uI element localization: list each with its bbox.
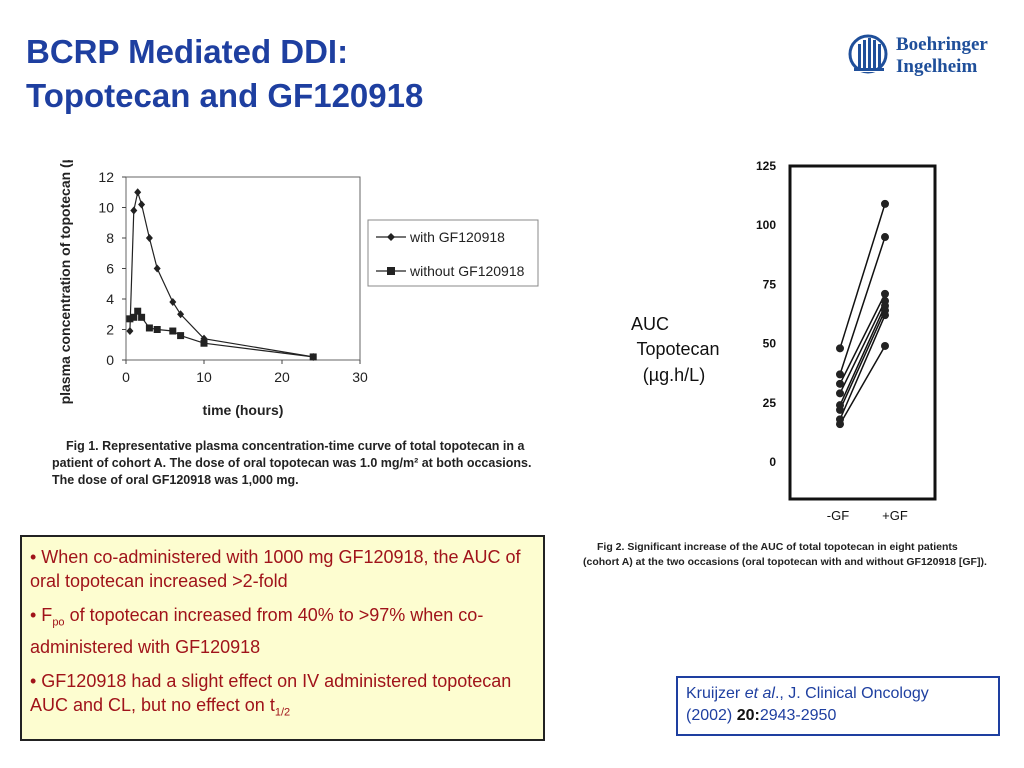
fig1-point-without <box>130 313 138 321</box>
bullet-2-subscript: po <box>52 616 65 629</box>
bullet-2: • Fpo of topotecan increased from 40% to… <box>30 603 535 659</box>
fig1-point-without <box>177 332 185 340</box>
bullet-3-subscript: 1/2 <box>274 706 291 719</box>
fig1-x-tick-label: 20 <box>274 369 290 385</box>
fig2-ylabel-line-1: AUC <box>631 314 669 334</box>
fig1-y-tick-label: 6 <box>106 261 114 277</box>
fig1-point-without <box>138 313 146 321</box>
fig1-x-axis-label: time (hours) <box>203 402 284 418</box>
fig1-point-with <box>145 234 153 242</box>
citation-year: (2002) <box>686 707 737 724</box>
fig1-point-with <box>169 298 177 307</box>
fig1-plot-frame <box>125 176 361 361</box>
logo-line-1: Boehringer <box>896 34 988 55</box>
fig1-point-without <box>134 307 142 315</box>
fig1-y-tick-label: 4 <box>106 291 114 307</box>
fig2-point-plus-gf <box>881 341 889 350</box>
fig2-point-minus-gf <box>836 420 844 429</box>
citation-box: Kruijzer et al., J. Clinical Oncology (2… <box>676 676 1000 736</box>
fig2-point-minus-gf <box>836 389 844 398</box>
fig1-point-with <box>177 310 185 319</box>
fig1-point-without <box>153 326 161 333</box>
fig2-point-minus-gf <box>836 370 844 379</box>
fig1-y-tick-label: 8 <box>106 230 114 246</box>
logo-text: Boehringer Ingelheim <box>896 34 988 78</box>
fig1-point-without <box>169 327 177 335</box>
fig1-y-tick-label: 12 <box>98 169 114 185</box>
fig1-x-tick-label: 0 <box>122 369 130 385</box>
legend-label-without: without GF120918 <box>409 263 525 279</box>
fig1-point-with <box>153 264 161 273</box>
fig2-pair-line <box>839 293 886 385</box>
fig1-y-axis-label: plasma concentration of topotecan (µg/L) <box>57 160 73 404</box>
fig2-ylabel-line-2: Topotecan <box>636 339 719 359</box>
fig1-x-tick-label: 30 <box>352 369 368 385</box>
fig2-caption: Fig 2. Significant increase of the AUC o… <box>583 541 987 568</box>
fig2-point-minus-gf <box>836 344 844 353</box>
fig2-plot-frame <box>788 164 937 501</box>
fig1-legend: with GF120918 without GF120918 <box>367 219 539 287</box>
figure-1-concentration-time-chart: 0 2 4 6 8 10 12 0 10 20 30 plasma concentration of… <box>52 160 539 487</box>
fig2-point-plus-gf <box>881 289 889 298</box>
slide-title: BCRP Mediated DDI: Topotecan and GF12091… <box>26 30 666 118</box>
fig2-pair-line <box>839 300 886 394</box>
legend-square-marker <box>387 267 395 275</box>
fig1-point-without <box>126 315 134 323</box>
title-line-2: Topotecan and GF120918 <box>26 77 424 114</box>
citation-line-1: Kruijzer et al., J. Clinical Oncology <box>686 683 990 705</box>
fig2-category-label: -GF <box>827 508 849 523</box>
citation-volume: 20: <box>736 707 760 724</box>
fig2-pair-line <box>839 310 886 411</box>
fig2-point-plus-gf <box>881 199 889 208</box>
logo-line-2: Ingelheim <box>896 56 978 77</box>
key-findings-box: • When co-administered with 1000 mg GF12… <box>20 535 545 741</box>
fig1-series-line-1 <box>129 189 314 358</box>
fig1-y-tick-label: 2 <box>106 322 114 338</box>
fig2-y-tick-label: 0 <box>769 455 776 469</box>
figure-2-auc-paired-chart: AUC Topotecan (µg.h/L) 0 25 50 75 100 125 -GF… <box>631 159 937 523</box>
fig1-x-tick-label: 10 <box>196 369 212 385</box>
fig2-category-label: +GF <box>882 508 908 523</box>
fig2-ylabel-line-3: (µg.h/L) <box>643 365 705 385</box>
fig2-point-minus-gf <box>836 405 844 414</box>
title-line-1: BCRP Mediated DDI: <box>26 33 349 70</box>
fig2-pair-line <box>839 314 886 420</box>
bullet-1: • When co-administered with 1000 mg GF12… <box>30 547 521 591</box>
fig1-point-without <box>145 324 153 332</box>
fig2-y-tick-label: 50 <box>763 337 777 351</box>
bullet-3: • GF120918 had a slight effect on IV adm… <box>30 669 535 725</box>
legend-label-with: with GF120918 <box>409 229 505 245</box>
fig2-point-plus-gf <box>881 311 889 320</box>
fig1-y-tick-label: 0 <box>106 352 114 368</box>
fig1-point-without <box>200 339 208 347</box>
legend-diamond-marker <box>387 233 395 241</box>
fig2-y-tick-label: 100 <box>756 218 776 232</box>
fig1-caption: Fig 1. Representative plasma concentrati… <box>52 439 532 487</box>
fig2-y-tick-label: 75 <box>763 277 777 291</box>
fig2-point-minus-gf <box>836 379 844 388</box>
fig2-caption-box: Fig 2. Significant increase of the AUC o… <box>583 540 993 570</box>
citation-etal: et al <box>744 685 775 702</box>
fig2-pair-line <box>839 236 886 375</box>
boehringer-logo: Boehringer Ingelheim <box>848 30 1008 84</box>
boehringer-building-icon <box>848 34 888 74</box>
fig1-point-without <box>309 353 317 361</box>
fig2-y-tick-label: 125 <box>756 159 776 173</box>
fig2-pair-line <box>839 345 886 425</box>
fig1-point-with <box>138 200 146 209</box>
fig1-point-with <box>134 188 142 197</box>
citation-line-2: (2002) 20:2943-2950 <box>686 705 990 727</box>
fig2-pair-line <box>839 203 886 349</box>
bullet-2-prefix: • F <box>30 605 53 625</box>
fig1-y-tick-label: 10 <box>98 200 114 216</box>
fig2-pair-line <box>839 305 886 406</box>
citation-journal: ., J. Clinical Oncology <box>774 685 929 702</box>
fig2-point-plus-gf <box>881 233 889 242</box>
citation-author: Kruijzer <box>686 685 745 702</box>
citation-pages: 2943-2950 <box>759 707 837 724</box>
fig2-y-tick-label: 25 <box>763 396 777 410</box>
bullet-2-suffix: of topotecan increased from 40% to >97% … <box>30 605 484 657</box>
fig1-point-with <box>130 206 138 215</box>
bullet-3-prefix: • GF120918 had a slight effect on IV adm… <box>30 670 512 715</box>
